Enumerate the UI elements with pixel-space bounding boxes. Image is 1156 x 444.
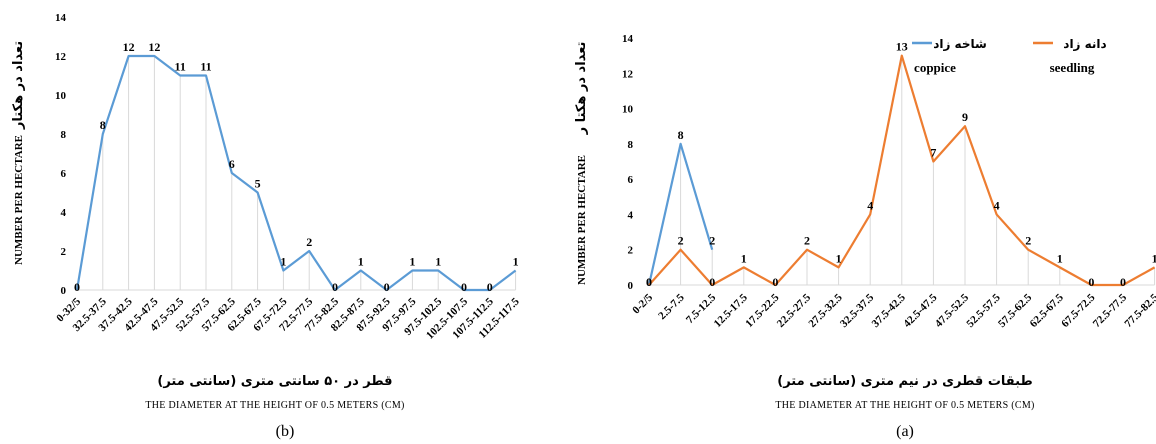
x-tick-label-a: 2.5-7.5 <box>656 291 687 322</box>
y-tick-label-a: 14 <box>622 33 634 45</box>
x-tick-label-a: 52.5-57.5 <box>964 291 1003 330</box>
data-label-b-0: 12 <box>148 40 160 54</box>
data-label-a-0: 0 <box>646 275 652 289</box>
data-label-b-0: 0 <box>461 280 467 294</box>
x-tick-label-a: 47.5-52.5 <box>933 291 972 330</box>
x-tick-label-a: 12.5-17.5 <box>712 291 751 330</box>
y-tick-label-a: 8 <box>628 139 634 151</box>
data-label-b-0: 0 <box>384 280 390 294</box>
legend-label-fa-1: دانه زاد <box>1063 37 1106 51</box>
y-tick-label-a: 12 <box>622 68 634 80</box>
y-tick-label-b: 6 <box>61 168 67 180</box>
data-label-b-0: 0 <box>74 280 80 294</box>
data-label-b-0: 1 <box>409 255 415 269</box>
x-tick-label-a: 37.5-42.5 <box>870 291 909 330</box>
y-axis-title-fa-b: تعداد در هکتار <box>11 41 26 130</box>
data-label-a-1: 13 <box>896 40 908 54</box>
data-label-b-0: 2 <box>306 235 312 249</box>
x-axis-title-fa-a: طبقات قطری در نیم متری (سانتی متر) <box>777 374 1032 389</box>
data-label-b-0: 8 <box>100 118 106 132</box>
data-label-b-0: 0 <box>332 280 338 294</box>
x-tick-label-a: 77.5-82.5 <box>1122 291 1156 330</box>
x-tick-label-a: 62.5-67.5 <box>1028 291 1067 330</box>
data-label-a-1: 0 <box>1088 275 1094 289</box>
data-label-b-0: 1 <box>358 255 364 269</box>
y-tick-label-b: 14 <box>55 12 67 24</box>
x-axis-title-en-a: THE DIAMETER AT THE HEIGHT OF 0.5 METERS… <box>775 400 1034 411</box>
x-axis-title-fa-b: قطر در ۵۰ سانتی متری (سانتی متر) <box>157 374 392 389</box>
data-label-a-0: 2 <box>709 234 715 248</box>
data-label-b-0: 1 <box>513 255 519 269</box>
data-label-a-1: 2 <box>678 234 684 248</box>
x-tick-label-a: 17.5-22.5 <box>743 291 782 330</box>
x-axis-title-en-b: THE DIAMETER AT THE HEIGHT OF 0.5 METERS… <box>145 400 404 411</box>
y-tick-label-b: 12 <box>55 51 67 63</box>
y-axis-title-en-b: NUMBER PER HECTARE <box>13 135 25 265</box>
data-label-a-1: 4 <box>994 198 1000 212</box>
data-label-a-1: 1 <box>1057 251 1063 265</box>
data-label-a-1: 1 <box>1152 251 1156 265</box>
data-label-b-0: 0 <box>487 280 493 294</box>
x-tick-label-a: 32.5-37.5 <box>838 291 877 330</box>
y-tick-label-b: 2 <box>61 246 67 258</box>
data-label-b-0: 1 <box>435 255 441 269</box>
y-tick-label-a: 2 <box>628 245 634 257</box>
panel-caption-a: (a) <box>896 423 914 440</box>
panel-caption-b: (b) <box>276 423 295 440</box>
y-tick-label-b: 0 <box>61 285 67 297</box>
data-label-a-1: 2 <box>804 234 810 248</box>
data-label-b-0: 11 <box>200 60 211 74</box>
y-tick-label-b: 10 <box>55 90 67 102</box>
y-tick-label-a: 6 <box>628 174 634 186</box>
data-label-a-1: 0 <box>709 275 715 289</box>
x-tick-label-a: 42.5-47.5 <box>901 291 940 330</box>
legend-label-en-1: seedling <box>1050 60 1095 75</box>
y-tick-label-b: 8 <box>61 129 67 141</box>
x-tick-label-a: 72.5-77.5 <box>1091 291 1130 330</box>
data-label-a-1: 9 <box>962 110 968 124</box>
x-tick-label-a: 57.5-62.5 <box>996 291 1035 330</box>
data-label-b-0: 6 <box>229 157 235 171</box>
data-label-a-1: 0 <box>646 275 652 289</box>
data-label-a-0: 8 <box>678 128 684 142</box>
data-label-a-1: 1 <box>741 251 747 265</box>
x-tick-label-a: 67.5-72.5 <box>1059 291 1098 330</box>
y-tick-label-b: 4 <box>61 207 67 219</box>
data-label-a-1: 0 <box>1120 275 1126 289</box>
y-tick-label-a: 0 <box>628 280 634 292</box>
x-tick-label-a: 27.5-32.5 <box>806 291 845 330</box>
data-label-b-0: 1 <box>280 255 286 269</box>
data-label-b-0: 11 <box>175 60 186 74</box>
legend-label-en-0: coppice <box>914 60 956 75</box>
x-tick-label-a: 22.5-27.5 <box>775 291 814 330</box>
legend-label-fa-0: شاخه زاد <box>933 37 987 51</box>
data-label-a-1: 0 <box>772 275 778 289</box>
y-tick-label-a: 4 <box>628 209 634 221</box>
data-label-a-1: 2 <box>1025 234 1031 248</box>
data-label-a-1: 7 <box>930 146 936 160</box>
series-line-b-0 <box>75 54 517 292</box>
data-label-a-1: 4 <box>867 198 873 212</box>
data-label-b-0: 12 <box>123 40 135 54</box>
y-axis-title-fa-a: تعداد در هکتا ر <box>574 42 589 136</box>
x-tick-label-a: 0-2/5 <box>630 291 655 316</box>
y-axis-title-en-a: NUMBER PER HECTARE <box>576 155 588 285</box>
y-tick-label-a: 10 <box>622 104 634 116</box>
data-label-b-0: 5 <box>255 177 261 191</box>
data-label-a-1: 1 <box>836 251 842 265</box>
